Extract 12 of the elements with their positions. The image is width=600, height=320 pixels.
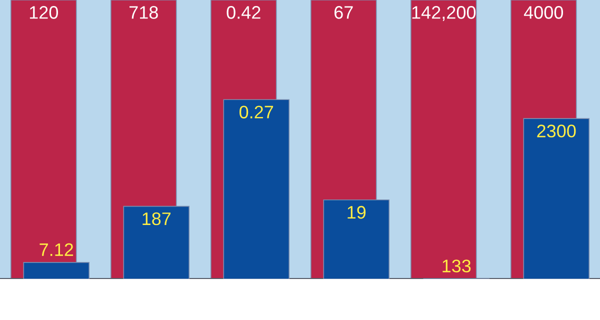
data-label: 133 [442, 260, 471, 272]
data-label: 0.42 [226, 6, 260, 19]
data-label: 187 [142, 212, 171, 226]
data-label: 4000 [524, 6, 564, 19]
data-label: 120 [30, 6, 58, 19]
data-label: 7.12 [40, 243, 74, 256]
data-label: 718 [130, 6, 158, 19]
data-label: 2300 [537, 124, 576, 138]
data-label: 19 [348, 206, 366, 219]
data-label: 142,200 [412, 6, 476, 21]
data-label: 67 [334, 6, 353, 19]
data-label: 0.27 [240, 106, 274, 118]
